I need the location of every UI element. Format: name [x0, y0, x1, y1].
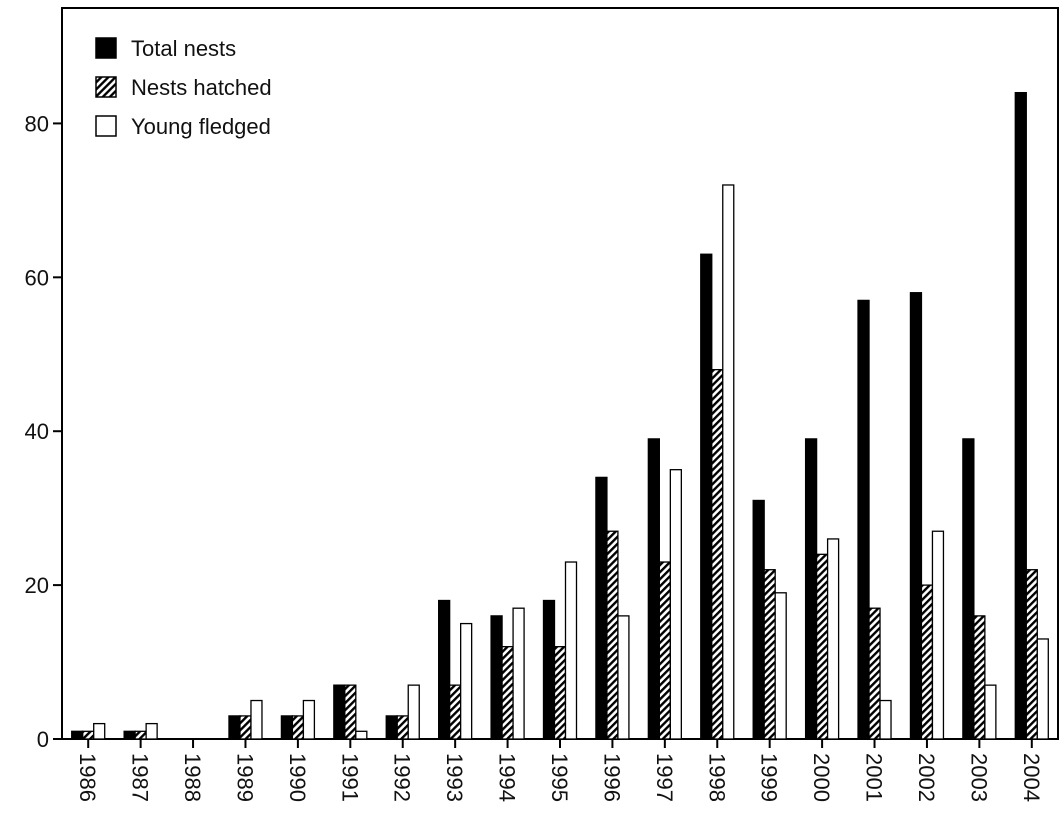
- y-tick-label: 20: [25, 573, 49, 598]
- x-tick-label: 2003: [966, 753, 991, 802]
- bar: [868, 607, 881, 740]
- bar: [752, 499, 765, 740]
- x-tick-label: 1989: [232, 753, 257, 802]
- x-tick-label: 1992: [390, 753, 415, 802]
- bar: [385, 715, 398, 740]
- bar: [396, 715, 409, 740]
- x-tick-label: 1999: [757, 753, 782, 802]
- x-tick-label: 1994: [495, 753, 520, 802]
- bar: [617, 615, 630, 740]
- bar: [145, 722, 158, 740]
- bar: [879, 699, 892, 740]
- bar: [71, 730, 84, 740]
- bar: [250, 699, 263, 740]
- y-tick-label: 0: [37, 727, 49, 752]
- bar: [542, 599, 556, 740]
- bar: [606, 530, 619, 740]
- bar: [962, 438, 975, 740]
- bar: [711, 369, 724, 740]
- x-tick-label: 1988: [180, 753, 205, 802]
- bar: [553, 646, 567, 740]
- bar: [909, 292, 923, 740]
- x-tick-label: 2004: [1019, 753, 1044, 802]
- legend-swatch: [95, 37, 117, 59]
- bar: [93, 722, 106, 740]
- x-tick-label: 2002: [914, 753, 939, 802]
- bar: [804, 438, 818, 740]
- bar: [407, 684, 420, 740]
- x-tick-label: 1998: [704, 753, 729, 802]
- bar: [658, 561, 671, 740]
- bar: [239, 715, 252, 740]
- x-tick-label: 1995: [547, 753, 572, 802]
- legend-label: Young fledged: [131, 114, 271, 139]
- bar: [355, 730, 368, 740]
- bar: [302, 699, 316, 740]
- x-tick-label: 1993: [442, 753, 467, 802]
- bar: [920, 584, 934, 740]
- bar: [82, 730, 95, 740]
- bar: [123, 730, 136, 740]
- legend-swatch: [95, 115, 117, 137]
- bar: [344, 684, 357, 740]
- bar: [826, 538, 840, 740]
- x-tick-label: 1990: [285, 753, 310, 802]
- bar: [1025, 569, 1038, 740]
- x-tick-label: 1987: [128, 753, 153, 802]
- bar: [763, 569, 776, 740]
- bar: [291, 715, 305, 740]
- bar: [815, 553, 829, 740]
- bar: [984, 684, 997, 740]
- bar: [1014, 91, 1027, 740]
- bar: [512, 607, 525, 740]
- bar: [700, 253, 713, 740]
- bar: [973, 615, 986, 740]
- x-tick-label: 2000: [809, 753, 834, 802]
- bar: [490, 615, 503, 740]
- y-tick-label: 60: [25, 265, 49, 290]
- bar: [280, 715, 294, 740]
- y-tick-label: 80: [25, 111, 49, 136]
- x-tick-label: 2001: [862, 753, 887, 802]
- bar: [501, 646, 514, 740]
- bar: [449, 684, 462, 740]
- bar: [438, 599, 451, 740]
- bar: [595, 476, 608, 740]
- bar: [460, 622, 473, 740]
- legend-label: Total nests: [131, 36, 236, 61]
- bar: [857, 299, 870, 740]
- x-tick-label: 1991: [337, 753, 362, 802]
- legend-label: Nests hatched: [131, 75, 272, 100]
- bar: [564, 561, 578, 740]
- legend-swatch: [95, 76, 117, 98]
- bar: [931, 530, 945, 740]
- y-tick-label: 40: [25, 419, 49, 444]
- x-tick-label: 1997: [652, 753, 677, 802]
- x-tick-label: 1996: [599, 753, 624, 802]
- bar: [134, 730, 147, 740]
- bar: [647, 438, 660, 740]
- bar: [1036, 638, 1049, 740]
- bar: [722, 184, 735, 740]
- bar: [333, 684, 346, 740]
- x-tick-label: 1986: [75, 753, 100, 802]
- bar: [228, 715, 241, 740]
- bar: [669, 469, 682, 740]
- bar: [774, 592, 787, 740]
